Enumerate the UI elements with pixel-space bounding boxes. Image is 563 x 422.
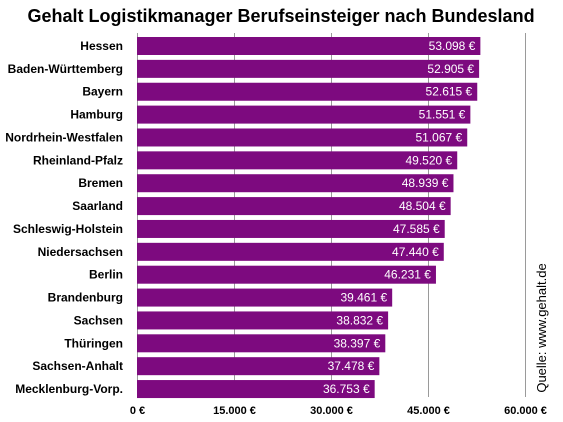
category-label: Hamburg (70, 108, 123, 122)
category-label: Sachsen (74, 313, 123, 327)
bar-value-label: 47.585 € (393, 222, 440, 236)
bar-value-label: 47.440 € (392, 245, 439, 259)
bar-value-label: 53.098 € (429, 39, 476, 53)
category-label: Rheinland-Pfalz (33, 153, 123, 167)
bar (137, 311, 389, 330)
bar (137, 37, 481, 55)
category-label: Nordrhein-Westfalen (5, 130, 123, 144)
x-tick-label: 45.000 € (407, 405, 450, 417)
bar (137, 380, 375, 399)
category-label: Bayern (82, 85, 123, 99)
bar (137, 197, 451, 216)
category-label: Bremen (78, 176, 123, 190)
bar (137, 334, 386, 353)
category-label: Schleswig-Holstein (13, 222, 123, 236)
bar-value-label: 46.231 € (384, 268, 431, 282)
bar (137, 82, 478, 101)
x-tick-label: 15.000 € (213, 405, 256, 417)
bar (137, 128, 468, 147)
category-label: Mecklenburg-Vorp. (15, 382, 123, 396)
bar-value-label: 39.461 € (340, 291, 387, 305)
bar (137, 151, 458, 170)
bar (137, 105, 471, 124)
bar-value-label: 52.615 € (426, 85, 473, 99)
category-label: Saarland (72, 199, 123, 213)
category-label: Brandenburg (48, 291, 123, 305)
bar (137, 174, 454, 193)
bar-value-label: 49.520 € (406, 153, 453, 167)
source-annotation: Quelle: www.gehalt.de (534, 263, 549, 392)
x-tick-label: 30.000 € (310, 405, 353, 417)
category-label: Berlin (89, 268, 123, 282)
category-label: Sachsen-Anhalt (32, 359, 123, 373)
category-label: Baden-Württemberg (8, 62, 123, 76)
bar (137, 357, 380, 376)
x-axis-tick-labels: 0 € 15.000 € 30.000 € 45.000 € 60.000 € (130, 405, 547, 417)
category-labels: Hessen Baden-Württemberg Bayern Hamburg Nord… (5, 39, 123, 396)
bar (137, 219, 445, 238)
bar-value-label: 37.478 € (328, 359, 375, 373)
bar-value-label: 51.551 € (419, 108, 466, 122)
bar-value-label: 48.504 € (399, 199, 446, 213)
bar (137, 265, 436, 284)
bar-value-label: 52.905 € (427, 62, 474, 76)
x-tick-label: 0 € (130, 405, 145, 417)
bar-value-label: 48.939 € (402, 176, 449, 190)
bar (137, 59, 480, 78)
chart-title: Gehalt Logistikmanager Berufseinsteiger … (27, 6, 534, 26)
bar-value-label: 36.753 € (323, 382, 370, 396)
bar (137, 242, 444, 261)
bar (137, 288, 393, 307)
category-label: Thüringen (64, 336, 123, 350)
category-label: Hessen (80, 39, 123, 53)
x-tick-label: 60.000 € (504, 405, 547, 417)
bar-value-label: 51.067 € (416, 130, 463, 144)
bars: 53.098 € 52.905 € 52.615 € 51.551 € 51.067 €… (137, 37, 481, 399)
bar-value-label: 38.397 € (334, 336, 381, 350)
bar-value-label: 38.832 € (336, 313, 383, 327)
category-label: Niedersachsen (38, 245, 123, 259)
